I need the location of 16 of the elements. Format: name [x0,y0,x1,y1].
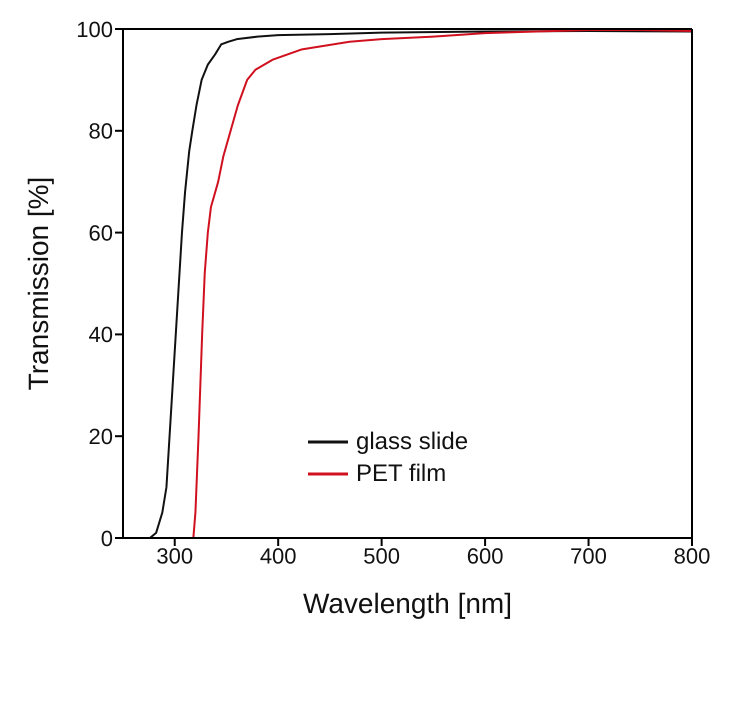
y-tick-label: 0 [100,526,113,551]
y-tick-label: 40 [88,322,113,348]
legend-label: glass slide [356,428,468,456]
y-tick-label: 60 [88,220,113,246]
y-tick-label: 80 [88,118,113,144]
y-axis-title: Transmission [%] [22,176,54,390]
y-tick-label: 20 [88,424,113,450]
legend-label: PET film [356,460,446,488]
x-axis-title: Wavelength [nm] [302,588,512,619]
x-tick-label: 800 [674,544,710,569]
y-tick-label: 100 [76,16,113,42]
x-tick-label: 600 [466,544,504,569]
x-tick-label: 500 [363,544,400,569]
x-tick-label: 400 [260,544,297,569]
x-tick-label: 700 [570,544,607,569]
x-tick-label: 300 [156,544,194,569]
